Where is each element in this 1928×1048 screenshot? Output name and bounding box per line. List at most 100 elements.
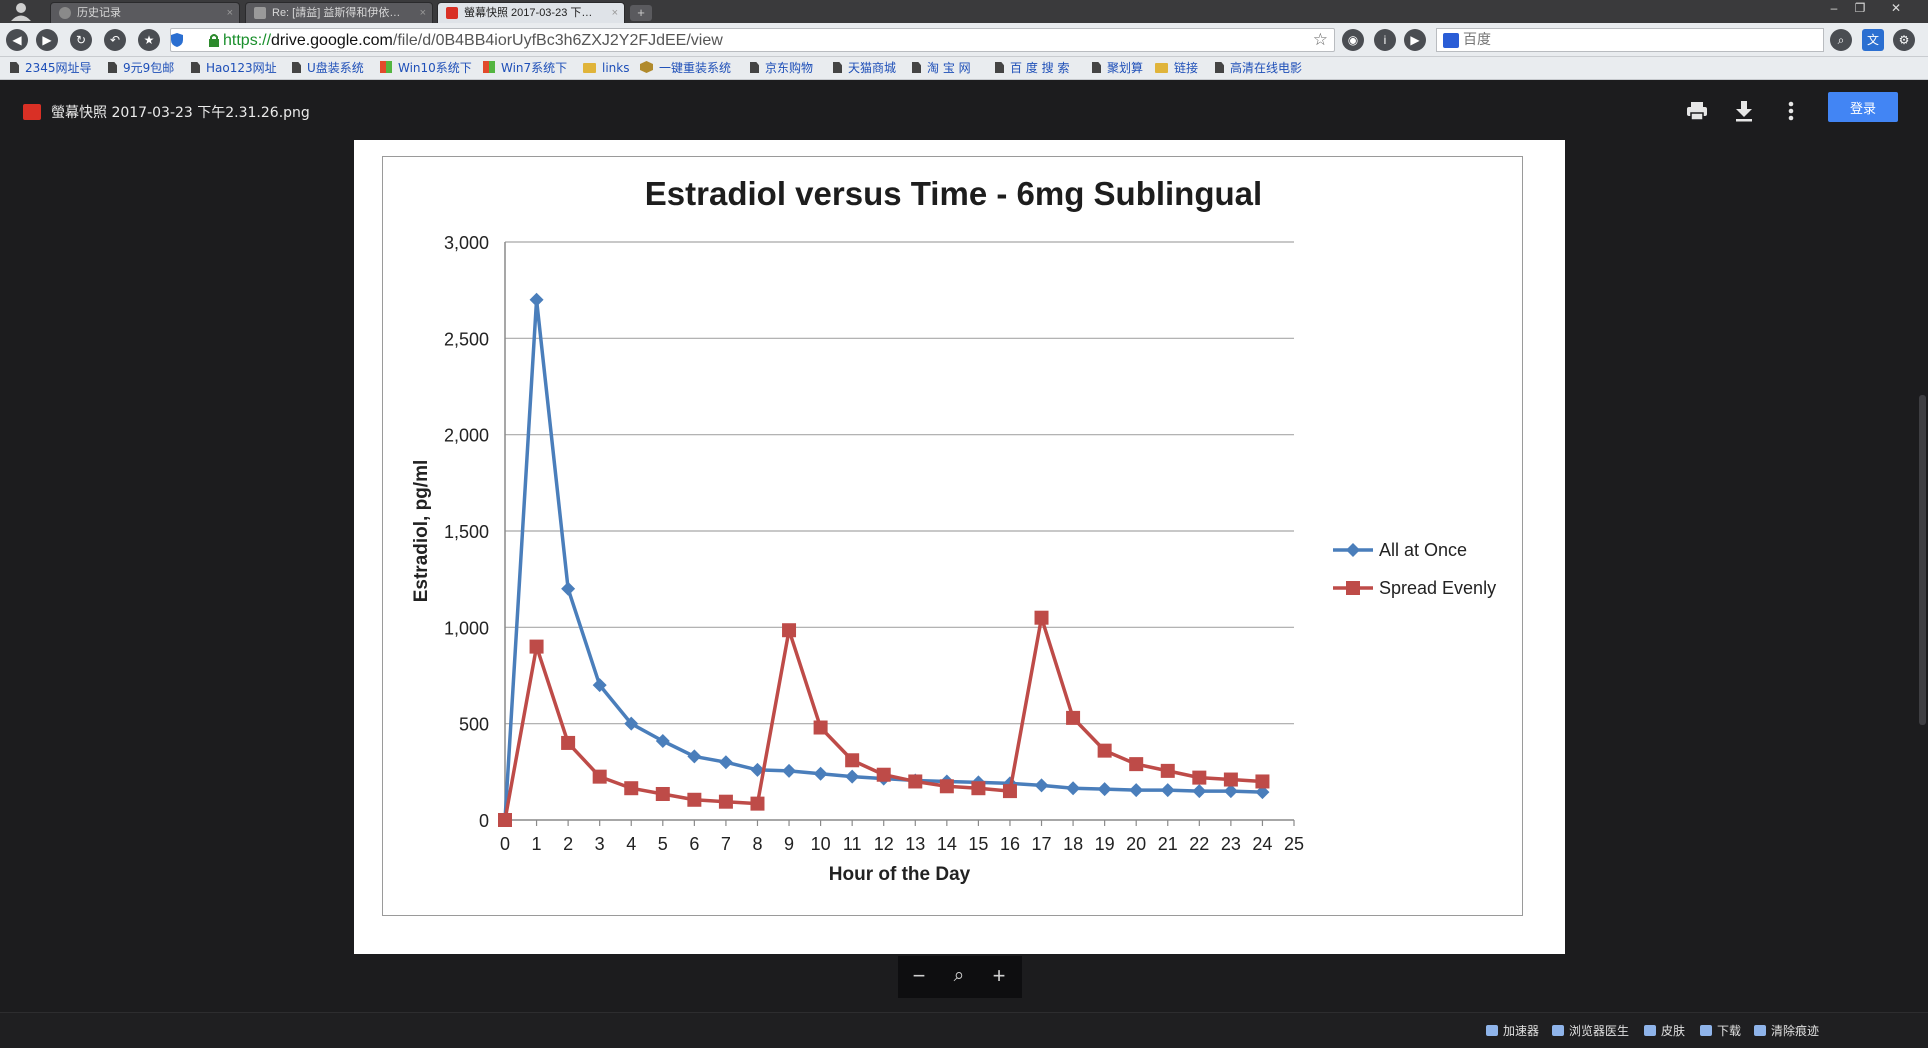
close-icon[interactable]: ×	[419, 7, 426, 19]
close-icon[interactable]: ×	[226, 7, 233, 19]
page-icon	[1215, 62, 1224, 73]
page-icon	[292, 62, 301, 73]
bookmark-item[interactable]: U盘装系统	[292, 61, 364, 75]
data-point	[1002, 784, 1017, 799]
zoom-out-button[interactable]: −	[912, 963, 926, 988]
back-icon[interactable]: ◀	[6, 29, 28, 51]
data-point	[561, 735, 576, 750]
y-tick-label: 1,500	[444, 522, 489, 542]
data-point	[718, 794, 733, 809]
settings-icon[interactable]: ⚙	[1893, 29, 1915, 51]
bookmark-item[interactable]: 链接	[1155, 61, 1198, 75]
baidu-logo-icon	[1443, 33, 1459, 48]
print-icon[interactable]	[1680, 94, 1714, 128]
status-label: 下载	[1717, 1024, 1742, 1038]
data-point	[908, 774, 923, 789]
page-icon	[1092, 62, 1101, 73]
clock-icon	[59, 7, 71, 19]
legend-label: Spread Evenly	[1379, 578, 1496, 598]
clear-traces-item[interactable]: 清除痕迹	[1754, 1022, 1819, 1039]
bookmark-item[interactable]: 2345网址导	[10, 61, 92, 75]
folder-icon	[1155, 63, 1168, 73]
bookmark-item[interactable]: 高清在线电影	[1215, 61, 1302, 75]
login-button[interactable]: 登录	[1828, 92, 1898, 122]
series-line-all-at-once	[503, 298, 1263, 821]
download-icon[interactable]	[1727, 94, 1761, 128]
bookmark-label: 天猫商城	[848, 61, 897, 75]
search-input[interactable]	[1463, 30, 1813, 50]
close-icon[interactable]: ×	[611, 7, 618, 19]
data-point	[624, 781, 639, 796]
bookmark-item[interactable]: 天猫商城	[833, 61, 896, 75]
windows-icon	[483, 61, 495, 73]
download-item[interactable]: 下载	[1700, 1022, 1741, 1039]
data-point	[1192, 784, 1207, 799]
tab-forum-post[interactable]: Re: [請益] 益斯得和伊依… ×	[245, 2, 433, 23]
search-icon[interactable]: ⌕	[1830, 29, 1852, 51]
data-point	[782, 623, 797, 638]
accelerator-item[interactable]: 加速器	[1486, 1022, 1539, 1039]
bookmark-item[interactable]: Win7系统下	[483, 61, 567, 75]
close-window-icon[interactable]: ✕	[1890, 1, 1902, 15]
bookmark-item[interactable]: 京东购物	[750, 61, 813, 75]
tab-label: Re: [請益] 益斯得和伊依…	[272, 7, 401, 19]
star-icon[interactable]: ☆	[1312, 30, 1328, 49]
more-vert-icon[interactable]	[1774, 94, 1808, 128]
bookmark-label: Hao123网址	[206, 61, 277, 75]
zoom-in-button[interactable]: +	[992, 963, 1006, 988]
restore-icon[interactable]: ❐	[1854, 1, 1866, 15]
data-point	[1160, 783, 1175, 798]
data-point	[1192, 770, 1207, 785]
data-point	[1255, 774, 1270, 789]
bookmark-item[interactable]: Hao123网址	[191, 61, 277, 75]
data-point	[498, 813, 512, 827]
x-tick-label: 2	[563, 834, 573, 854]
tab-screenshot[interactable]: 螢幕快照 2017-03-23 下… ×	[437, 2, 625, 23]
page-icon	[750, 62, 759, 73]
bookmark-item[interactable]: 聚划算	[1092, 61, 1143, 75]
data-point	[529, 292, 544, 307]
bookmark-item[interactable]: Win10系统下	[380, 61, 472, 75]
bookmark-item[interactable]: 9元9包邮	[108, 61, 174, 75]
minimize-icon[interactable]: –	[1830, 1, 1838, 15]
tab-history[interactable]: 历史记录 ×	[50, 2, 240, 23]
data-point	[1097, 743, 1112, 758]
bookmark-item[interactable]: 一键重装系统	[640, 61, 731, 75]
skin-item[interactable]: 皮肤	[1644, 1022, 1685, 1039]
image-preview: Estradiol versus Time - 6mg Sublingual 0…	[354, 140, 1565, 954]
x-tick-label: 19	[1095, 834, 1115, 854]
bookmark-item[interactable]: links	[583, 61, 629, 75]
x-tick-label: 22	[1189, 834, 1209, 854]
search-box[interactable]	[1436, 28, 1824, 52]
bookmark-item[interactable]: 淘 宝 网	[912, 61, 971, 75]
page-icon	[912, 62, 921, 73]
browser-doctor-item[interactable]: 浏览器医生	[1552, 1022, 1629, 1039]
data-point	[1223, 772, 1238, 787]
extension-icon[interactable]: ◉	[1342, 29, 1364, 51]
bookmark-label: U盘装系统	[307, 61, 364, 75]
y-axis-title: Estradiol, pg/ml	[411, 460, 432, 603]
data-point	[1066, 710, 1081, 725]
data-point	[687, 792, 702, 807]
file-name: 螢幕快照 2017-03-23 下午2.31.26.png	[51, 105, 310, 121]
magnifier-icon[interactable]: ⌕	[953, 965, 965, 986]
x-tick-label: 9	[784, 834, 794, 854]
data-point	[655, 786, 670, 801]
tab-strip: 历史记录 × Re: [請益] 益斯得和伊依… × 螢幕快照 2017-03-2…	[0, 0, 1928, 23]
reload-icon[interactable]: ↻	[70, 29, 92, 51]
user-icon[interactable]	[8, 2, 34, 21]
forward-icon[interactable]: ▶	[36, 29, 58, 51]
translate-icon[interactable]: 文	[1862, 29, 1884, 51]
bookmark-item[interactable]: 百 度 搜 索	[995, 61, 1069, 75]
info-icon[interactable]: i	[1374, 29, 1396, 51]
undo-close-icon[interactable]: ↶	[104, 29, 126, 51]
scrollbar[interactable]	[1919, 395, 1926, 725]
play-icon[interactable]: ▶	[1404, 29, 1426, 51]
data-point	[655, 734, 670, 749]
shield-icon	[171, 33, 183, 47]
url-bar[interactable]: https://drive.google.com/file/d/0B4BB4io…	[170, 28, 1335, 52]
new-tab-button[interactable]: +	[630, 5, 652, 21]
favorites-icon[interactable]: ★	[138, 29, 160, 51]
skin-icon	[1644, 1025, 1656, 1036]
